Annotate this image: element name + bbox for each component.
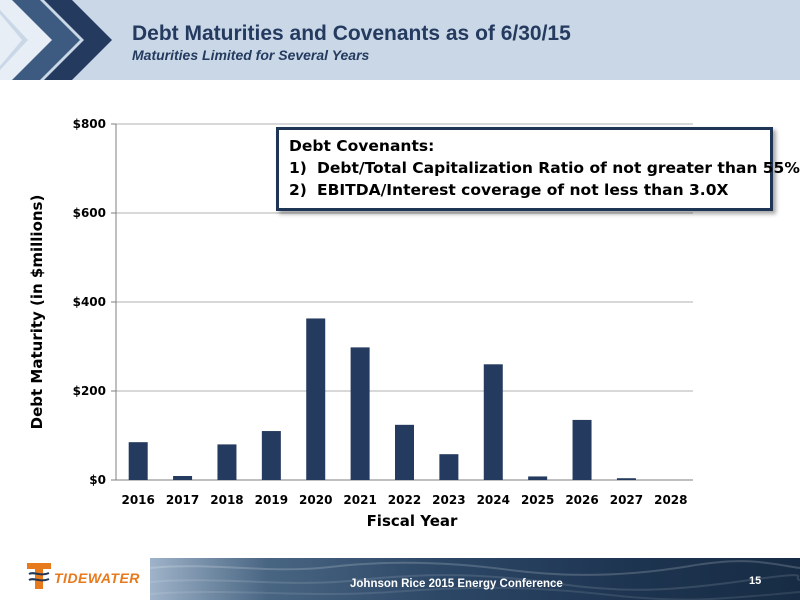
covenants-box: Debt Covenants: 1) Debt/Total Capitalizat… xyxy=(276,127,800,211)
x-tick-label: 2027 xyxy=(610,493,643,507)
x-tick-label: 2020 xyxy=(299,493,332,507)
covenants-title: Debt Covenants: xyxy=(289,137,435,155)
x-tick-label: 2025 xyxy=(521,493,554,507)
bar-2025 xyxy=(528,476,548,480)
debt-maturity-chart: $0$200$400$600$800 2016 2017 2018 2019 2020 2… xyxy=(28,117,693,530)
page-subtitle: Maturities Limited for Several Years xyxy=(132,47,370,63)
x-tick-label: 2021 xyxy=(343,493,376,507)
bar-2026 xyxy=(572,419,592,480)
y-tick-label: $200 xyxy=(73,384,106,398)
covenant-item: 1) Debt/Total Capitalization Ratio of not… xyxy=(289,157,800,179)
bar-2024 xyxy=(483,364,503,480)
chevron-arrows-icon xyxy=(0,0,112,80)
x-tick-label: 2024 xyxy=(477,493,510,507)
bar-2022 xyxy=(395,424,414,480)
covenant-text: Debt/Total Capitalization Ratio of not g… xyxy=(317,159,800,177)
x-tick-label: 2016 xyxy=(121,493,154,507)
bar-2020 xyxy=(306,318,326,480)
x-tick-label: 2019 xyxy=(255,493,288,507)
y-tick-label: $800 xyxy=(73,117,106,131)
tidewater-logo-icon xyxy=(27,563,51,589)
page-title: Debt Maturities and Covenants as of 6/30… xyxy=(132,22,571,45)
bar-layer xyxy=(128,318,636,480)
covenant-item: 2) EBITDA/Interest coverage of not less t… xyxy=(289,179,760,201)
bar-2018 xyxy=(217,444,237,480)
y-tick-labels: $0 $200 $400 $600 $800 xyxy=(73,117,106,487)
page-number: 15 xyxy=(749,575,762,587)
y-tick-label: $400 xyxy=(73,295,106,309)
bar-2019 xyxy=(261,431,281,480)
x-tick-labels: 2016 2017 2018 2019 2020 2021 2022 2023 2024 2025… xyxy=(121,493,687,507)
y-tick-label: $600 xyxy=(73,206,106,220)
bar-2017 xyxy=(173,475,193,480)
bar-2023 xyxy=(439,454,459,480)
conference-name: Johnson Rice 2015 Energy Conference xyxy=(350,578,563,590)
x-tick-label: 2026 xyxy=(565,493,598,507)
covenant-number: 2) xyxy=(289,181,307,199)
y-axis-label: Debt Maturity (in $millions) xyxy=(28,195,46,430)
y-tick-label: $0 xyxy=(89,473,106,487)
x-tick-label: 2028 xyxy=(654,493,687,507)
bar-2016 xyxy=(128,442,148,480)
covenant-text: EBITDA/Interest coverage of not less tha… xyxy=(317,181,729,199)
header-band: Debt Maturities and Covenants as of 6/30… xyxy=(0,0,800,80)
logo-wordmark: TIDEWATER xyxy=(54,570,140,586)
ocean-banner xyxy=(150,558,800,600)
bar-2021 xyxy=(350,347,370,480)
covenant-number: 1) xyxy=(289,159,307,177)
x-axis-label: Fiscal Year xyxy=(367,512,458,530)
x-tick-label: 2017 xyxy=(166,493,199,507)
wave-texture xyxy=(150,560,800,600)
x-tick-label: 2022 xyxy=(388,493,421,507)
x-tick-label: 2018 xyxy=(210,493,243,507)
x-tick-label: 2023 xyxy=(432,493,465,507)
grid-layer xyxy=(111,123,693,481)
bar-2027 xyxy=(616,478,636,480)
